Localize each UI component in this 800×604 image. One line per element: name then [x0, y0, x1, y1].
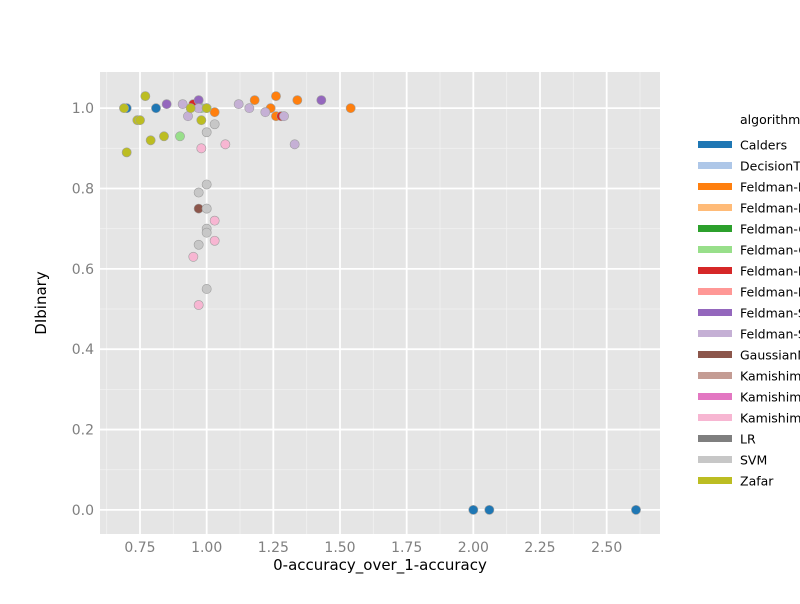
y-tick-label: 0.2 [72, 423, 94, 439]
data-point [631, 504, 641, 515]
legend-label: SVM [740, 453, 767, 468]
y-axis-label: DIbinary [32, 271, 50, 335]
legend-swatch [698, 204, 732, 211]
legend-swatch [698, 162, 732, 169]
legend-label: Feldman-SVM [740, 327, 800, 342]
x-tick-label: 2.50 [591, 540, 622, 556]
data-point [484, 504, 495, 515]
legend-label: Zafar [740, 474, 774, 489]
legend-label: Calders [740, 138, 787, 153]
x-tick-label: 0.75 [124, 540, 155, 556]
data-point [188, 251, 199, 262]
legend-label: DecisionTree [740, 159, 800, 174]
legend-swatch [698, 414, 732, 421]
data-point [145, 135, 156, 146]
data-point [345, 103, 356, 114]
y-tick-label: 0.4 [72, 342, 94, 358]
data-point [193, 239, 204, 250]
x-axis-label: 0-accuracy_over_1-accuracy [273, 556, 487, 575]
y-tick-label: 0.8 [72, 182, 94, 198]
data-point [185, 103, 196, 114]
y-tick-label: 1.0 [72, 101, 94, 117]
legend-swatch [698, 435, 732, 442]
x-tick-label: 1.00 [191, 540, 222, 556]
legend-swatch [698, 309, 732, 316]
data-point [260, 107, 271, 118]
legend-label: Feldman-DecisionTree [740, 201, 800, 216]
legend-label: Feldman-DecisionTree [740, 180, 800, 195]
x-tick-label: 2.25 [524, 540, 555, 556]
legend-swatch [698, 372, 732, 379]
y-tick-label: 0.0 [72, 503, 94, 519]
data-point [201, 203, 212, 214]
data-point [201, 179, 212, 190]
y-tick-label: 0.6 [72, 262, 94, 278]
legend-swatch [698, 393, 732, 400]
legend-label: Feldman-SVM [740, 306, 800, 321]
data-point [193, 300, 204, 310]
data-point [175, 131, 185, 142]
legend-label: Feldman-GaussianNB [740, 222, 800, 237]
data-point [177, 99, 188, 110]
data-point [468, 504, 479, 515]
legend-label: Feldman-GaussianNB [740, 243, 800, 258]
data-point [193, 187, 204, 198]
data-point [196, 143, 207, 154]
data-point [209, 235, 220, 246]
legend-swatch [698, 456, 732, 463]
data-point [121, 147, 132, 158]
data-point [201, 103, 212, 114]
data-point [196, 115, 207, 126]
data-point [135, 115, 145, 126]
legend-swatch [698, 246, 732, 253]
legend-swatch [698, 183, 732, 190]
data-point [161, 99, 172, 110]
data-point [271, 91, 281, 102]
data-point [220, 139, 231, 150]
data-point [159, 131, 169, 142]
data-point [316, 95, 327, 106]
data-point [151, 103, 161, 114]
legend-swatch [698, 330, 732, 337]
data-point [201, 127, 212, 138]
data-point [249, 95, 260, 106]
plot-panel [100, 72, 660, 534]
data-point [140, 91, 151, 102]
x-tick-label: 1.50 [324, 540, 355, 556]
legend-swatch [698, 141, 732, 148]
x-tick-label: 1.75 [391, 540, 422, 556]
data-point [279, 111, 289, 122]
legend-label: Kamishima [740, 390, 800, 405]
legend-title: algorithm [740, 112, 800, 127]
data-point [209, 119, 220, 130]
legend-label: Feldman-LR [740, 285, 800, 300]
legend-swatch [698, 288, 732, 295]
legend-label: GaussianNB [740, 348, 800, 363]
data-point [244, 103, 255, 114]
legend-swatch [698, 267, 732, 274]
legend-swatch [698, 351, 732, 358]
legend-label: Kamishima [740, 411, 800, 426]
x-tick-label: 2.00 [458, 540, 489, 556]
data-point [209, 215, 220, 226]
legend-label: Kamishima [740, 369, 800, 384]
data-point [233, 99, 244, 110]
legend-swatch [698, 477, 732, 484]
legend-swatch [698, 225, 732, 232]
data-point [292, 95, 303, 106]
x-tick-label: 1.25 [258, 540, 289, 556]
data-point [201, 227, 212, 238]
data-point [201, 284, 212, 294]
data-point [209, 107, 220, 118]
data-point [289, 139, 300, 150]
legend-label: Feldman-LR [740, 264, 800, 279]
legend-label: LR [740, 432, 756, 447]
data-point [119, 103, 129, 114]
